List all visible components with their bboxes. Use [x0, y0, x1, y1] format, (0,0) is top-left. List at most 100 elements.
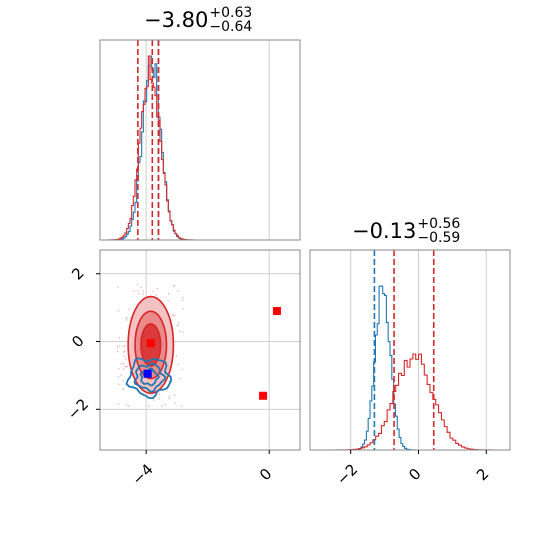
p2-sample-point — [181, 368, 183, 371]
p2-sample-point — [125, 317, 128, 319]
p3-x-tick-label-1: 0 — [405, 465, 424, 484]
p1-hist-series-0 — [100, 55, 300, 241]
p2-sample-point — [122, 388, 124, 390]
p2-sample-point — [175, 355, 177, 357]
p2-sample-point — [137, 290, 139, 292]
p2-sample-point — [123, 345, 125, 347]
title-3-upper: +0.56 — [417, 216, 461, 232]
p2-sample-point — [116, 350, 119, 353]
p2-sample-point — [118, 383, 120, 385]
p2-sample-point — [167, 299, 169, 302]
p2-sample-point — [125, 358, 127, 360]
p2-y-tick-label-2: 2 — [68, 264, 87, 283]
p2-sample-point — [118, 337, 121, 339]
p2-sample-point — [176, 324, 178, 326]
p2-sample-point — [158, 393, 161, 396]
p2-sample-point — [118, 368, 120, 370]
p2-sample-point — [142, 293, 144, 295]
p1-frame — [99, 39, 301, 241]
p2-sample-point — [181, 299, 184, 301]
p2-sample-point — [118, 309, 120, 312]
p2-sample-point — [173, 284, 176, 286]
p2-sample-point — [181, 405, 183, 408]
p2-sample-point — [126, 365, 129, 368]
p2-x-tick-label-1: 0 — [256, 465, 275, 484]
p2-sample-point — [138, 293, 140, 295]
p2-sample-point — [169, 374, 172, 377]
p2-sample-point — [125, 404, 128, 406]
title-1-upper: +0.63 — [209, 5, 253, 21]
p2-sample-point — [120, 363, 122, 365]
p2-sample-point — [155, 294, 157, 296]
p2-sample-point — [158, 391, 160, 393]
p1-hist-series-1 — [100, 55, 300, 241]
title-1-value: −3.80 — [144, 8, 209, 32]
p2-sample-point — [122, 368, 125, 370]
p2-sample-point — [142, 290, 145, 292]
p2-sample-point — [122, 380, 125, 382]
p2-frame — [99, 249, 301, 451]
p2-sample-point — [152, 290, 154, 293]
p2-sample-point — [182, 331, 184, 333]
title-1-lower: −0.64 — [209, 19, 253, 35]
p2-sample-point — [117, 286, 119, 288]
p2-red-marker-1 — [272, 307, 281, 316]
p2-sample-point — [128, 308, 130, 311]
p2-sample-point — [124, 365, 126, 368]
p2-sample-point — [123, 355, 126, 357]
p2-blue-contour-level-1 — [133, 362, 167, 393]
p2-sample-point — [173, 394, 176, 396]
p2-sample-point — [140, 286, 142, 288]
p2-sample-point — [168, 395, 171, 398]
p2-sample-point — [168, 397, 170, 400]
p2-sample-point — [176, 290, 179, 292]
panel-3-title: −0.13 +0.56 −0.59 — [352, 217, 460, 245]
p2-sample-point — [167, 293, 170, 295]
p2-sample-point — [153, 399, 155, 401]
p2-blue-contour-level-0 — [125, 357, 173, 400]
p2-sample-point — [177, 363, 179, 366]
p2-sample-point — [161, 404, 163, 407]
p2-sample-point — [125, 319, 128, 321]
title-3-value: −0.13 — [352, 219, 417, 243]
p2-red-marker-2 — [259, 391, 268, 400]
p2-sample-point — [158, 398, 160, 400]
p2-sample-point — [168, 380, 170, 382]
p2-sample-point — [150, 394, 152, 396]
p2-blue-contour-level-2 — [139, 367, 160, 387]
p2-sample-point — [182, 308, 184, 310]
p2-sample-point — [125, 366, 128, 368]
p2-sample-point — [117, 375, 120, 378]
p2-sample-point — [182, 296, 184, 299]
p2-sample-point — [174, 402, 176, 404]
p3-hist-series-0 — [310, 285, 510, 451]
p2-sample-point — [118, 345, 121, 347]
p2-sample-point — [120, 374, 123, 376]
p2-sample-point — [122, 362, 125, 365]
p2-sample-point — [132, 384, 134, 386]
p2-sample-point — [172, 315, 175, 317]
p2-sample-point — [116, 346, 119, 348]
p2-sample-point — [171, 314, 174, 316]
p3-frame — [309, 249, 511, 451]
title-3-lower: −0.59 — [417, 230, 461, 246]
p2-sample-point — [136, 284, 139, 286]
p2-y-tick-label-0: −2 — [64, 395, 92, 423]
p2-red-marker-0 — [146, 339, 155, 348]
p3-x-tick-label-2: 2 — [473, 465, 492, 484]
p2-sample-point — [156, 288, 159, 290]
p2-sample-point — [177, 323, 179, 326]
p2-sample-point — [174, 314, 176, 316]
panel-1-title: −3.80 +0.63 −0.64 — [144, 6, 252, 34]
p2-sample-point — [178, 321, 180, 323]
p2-sample-point — [123, 350, 126, 352]
p2-sample-point — [147, 405, 150, 407]
p2-y-tick-label-1: 0 — [68, 332, 87, 351]
p2-sample-point — [124, 345, 126, 347]
p3-x-tick-label-0: −2 — [333, 460, 361, 488]
p2-sample-point — [123, 351, 125, 353]
p2-sample-point — [117, 403, 120, 405]
p2-sample-point — [164, 404, 166, 406]
p2-sample-point — [179, 378, 182, 380]
